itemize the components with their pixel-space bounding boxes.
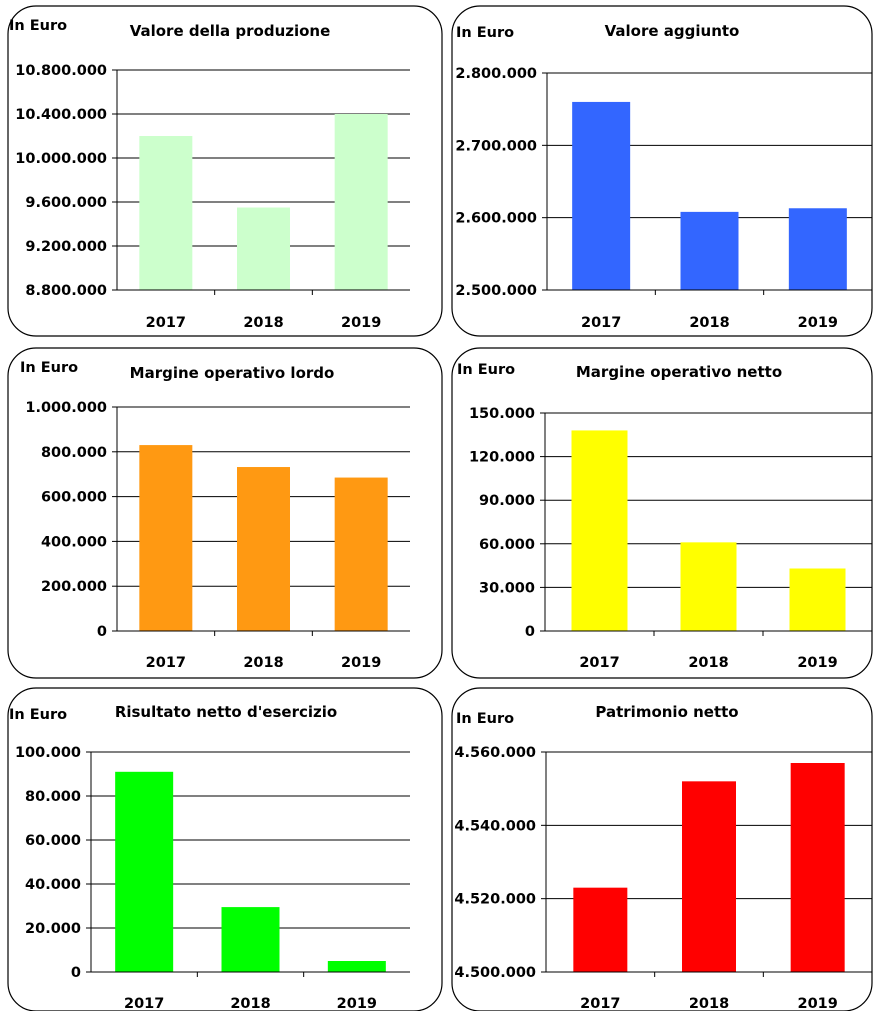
chart-frame bbox=[451, 5, 873, 337]
bar-2019 bbox=[327, 961, 386, 972]
chart-panel-4: In Euro Margine operativo netto 0 30.000 60.… bbox=[451, 347, 873, 679]
bar-2017 bbox=[139, 136, 193, 290]
bar-2018 bbox=[680, 211, 739, 290]
y-tick-label: 2.700.000 bbox=[455, 138, 537, 154]
x-tick-label: 2019 bbox=[797, 996, 837, 1011]
x-tick-label: 2018 bbox=[689, 315, 729, 331]
x-tick-label: 2018 bbox=[230, 996, 270, 1011]
y-tick-label: 150.000 bbox=[469, 406, 535, 422]
y-tick-label: 20.000 bbox=[25, 921, 81, 937]
y-tick-label: 9.200.000 bbox=[25, 239, 107, 255]
bar-2018 bbox=[221, 907, 280, 972]
unit-label: In Euro bbox=[457, 362, 515, 378]
y-tick-label: 2.800.000 bbox=[455, 66, 537, 82]
y-tick-label: 200.000 bbox=[41, 579, 107, 595]
bar-2017 bbox=[572, 101, 631, 290]
y-tick-label: 0 bbox=[71, 965, 81, 981]
x-tick-label: 2017 bbox=[580, 996, 620, 1011]
bar-2017 bbox=[573, 887, 628, 972]
chart-frame bbox=[451, 347, 873, 679]
chart-frame bbox=[7, 687, 443, 1011]
bar-2017 bbox=[115, 771, 174, 972]
bar-2018 bbox=[682, 781, 736, 972]
y-tick-label: 400.000 bbox=[41, 534, 107, 550]
bar-2018 bbox=[680, 542, 737, 631]
chart-panel-6: In Euro Patrimonio netto 4.500.000 4.520.00… bbox=[451, 687, 873, 1011]
x-tick-label: 2017 bbox=[146, 315, 186, 331]
bar-2019 bbox=[790, 763, 845, 972]
x-tick-label: 2018 bbox=[243, 315, 283, 331]
bar-2017 bbox=[139, 445, 193, 631]
chart-title: Valore della produzione bbox=[130, 22, 331, 40]
bar-2018 bbox=[237, 467, 290, 631]
unit-label: In Euro bbox=[20, 360, 78, 376]
chart-title: Risultato netto d'esercizio bbox=[115, 703, 337, 721]
chart-frame bbox=[451, 687, 873, 1011]
x-tick-label: 2017 bbox=[581, 315, 621, 331]
y-tick-label: 2.600.000 bbox=[455, 211, 537, 227]
y-tick-label: 1.000.000 bbox=[25, 400, 107, 416]
unit-label: In Euro bbox=[9, 707, 67, 723]
y-tick-label: 9.600.000 bbox=[25, 195, 107, 211]
y-tick-label: 4.540.000 bbox=[454, 818, 536, 834]
y-tick-label: 800.000 bbox=[41, 445, 107, 461]
y-tick-label: 30.000 bbox=[479, 580, 535, 596]
chart-title: Margine operativo lordo bbox=[130, 364, 335, 382]
y-tick-label: 10.800.000 bbox=[15, 63, 107, 79]
bar-2019 bbox=[334, 114, 388, 290]
x-tick-label: 2018 bbox=[688, 655, 728, 671]
y-tick-label: 600.000 bbox=[41, 490, 107, 506]
y-tick-label: 0 bbox=[97, 624, 107, 640]
chart-title: Patrimonio netto bbox=[595, 703, 738, 721]
x-tick-label: 2017 bbox=[124, 996, 164, 1011]
unit-label: In Euro bbox=[9, 18, 67, 34]
y-tick-label: 4.560.000 bbox=[454, 745, 536, 761]
y-tick-label: 40.000 bbox=[25, 877, 81, 893]
unit-label: In Euro bbox=[456, 25, 514, 41]
bar-2017 bbox=[571, 430, 628, 631]
y-tick-label: 10.400.000 bbox=[15, 107, 107, 123]
bar-2019 bbox=[334, 477, 388, 631]
unit-label: In Euro bbox=[456, 711, 514, 727]
y-tick-label: 120.000 bbox=[469, 450, 535, 466]
y-tick-label: 4.500.000 bbox=[454, 965, 536, 981]
chart-panel-1: In Euro Valore della produzione 8.800.000 9… bbox=[7, 5, 443, 337]
x-tick-label: 2018 bbox=[243, 655, 283, 671]
x-tick-label: 2019 bbox=[341, 655, 381, 671]
x-tick-label: 2019 bbox=[341, 315, 381, 331]
chart-frame bbox=[7, 5, 443, 337]
y-tick-label: 4.520.000 bbox=[454, 892, 536, 908]
x-tick-label: 2019 bbox=[337, 996, 377, 1011]
bar-2018 bbox=[237, 207, 290, 290]
chart-panel-2: In Euro Valore aggiunto 2.500.000 2.600.000… bbox=[451, 5, 873, 337]
y-tick-label: 90.000 bbox=[479, 493, 535, 509]
bar-2019 bbox=[788, 208, 847, 290]
y-tick-label: 60.000 bbox=[479, 537, 535, 553]
y-tick-label: 8.800.000 bbox=[25, 283, 107, 299]
x-tick-label: 2019 bbox=[798, 315, 838, 331]
bar-2019 bbox=[789, 568, 846, 631]
chart-panel-3: In Euro Margine operativo lordo 0 200.000 40… bbox=[7, 347, 443, 679]
x-tick-label: 2018 bbox=[689, 996, 729, 1011]
x-tick-label: 2017 bbox=[579, 655, 619, 671]
y-tick-label: 80.000 bbox=[25, 789, 81, 805]
y-tick-label: 100.000 bbox=[15, 745, 81, 761]
y-tick-label: 60.000 bbox=[25, 833, 81, 849]
chart-title: Valore aggiunto bbox=[605, 22, 740, 40]
y-tick-label: 10.000.000 bbox=[15, 151, 107, 167]
x-tick-label: 2017 bbox=[146, 655, 186, 671]
chart-frame bbox=[7, 347, 443, 679]
chart-title: Margine operativo netto bbox=[576, 363, 782, 381]
y-tick-label: 0 bbox=[525, 624, 535, 640]
chart-panel-5: In Euro Risultato netto d'esercizio 0 20.00… bbox=[7, 687, 443, 1011]
x-tick-label: 2019 bbox=[797, 655, 837, 671]
y-tick-label: 2.500.000 bbox=[455, 283, 537, 299]
